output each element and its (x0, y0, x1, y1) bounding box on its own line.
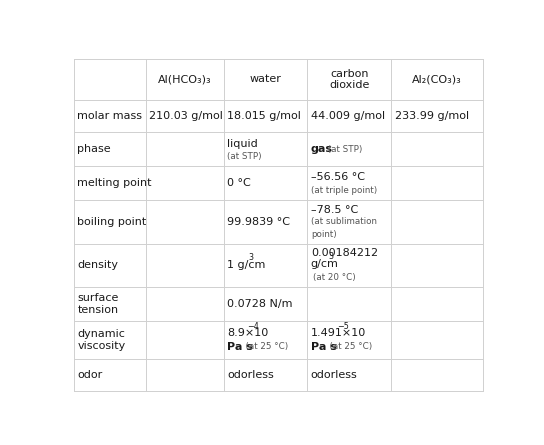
Text: 0.0728 N/m: 0.0728 N/m (227, 299, 293, 309)
Text: surface
tension: surface tension (77, 293, 119, 315)
Text: 1 g/cm: 1 g/cm (227, 260, 265, 270)
Text: dynamic
viscosity: dynamic viscosity (77, 329, 126, 351)
Text: 99.9839 °C: 99.9839 °C (227, 217, 290, 227)
Text: –78.5 °C: –78.5 °C (311, 205, 358, 215)
Text: molar mass: molar mass (77, 111, 143, 121)
Text: 233.99 g/mol: 233.99 g/mol (394, 111, 469, 121)
Text: phase: phase (77, 144, 111, 154)
Text: boiling point: boiling point (77, 217, 146, 227)
Text: (at STP): (at STP) (227, 152, 262, 162)
Text: odor: odor (77, 370, 102, 380)
Text: −4: −4 (247, 321, 259, 331)
Text: 0 °C: 0 °C (227, 178, 251, 188)
Text: Pa s: Pa s (311, 342, 337, 352)
Text: gas: gas (311, 144, 333, 154)
Text: Al₂(CO₃)₃: Al₂(CO₃)₃ (412, 74, 462, 85)
Text: 18.015 g/mol: 18.015 g/mol (227, 111, 301, 121)
Text: −5: −5 (337, 321, 349, 331)
Text: density: density (77, 260, 118, 270)
Text: point): point) (311, 230, 337, 239)
Text: 0.00184212: 0.00184212 (311, 248, 378, 258)
Text: 210.03 g/mol: 210.03 g/mol (149, 111, 223, 121)
Text: (at 25 °C): (at 25 °C) (324, 342, 373, 351)
Text: –56.56 °C: –56.56 °C (311, 172, 365, 182)
Text: 8.9×10: 8.9×10 (227, 328, 268, 338)
Text: Pa s: Pa s (227, 342, 253, 352)
Text: 1.491×10: 1.491×10 (311, 328, 366, 338)
Text: melting point: melting point (77, 178, 152, 188)
Text: 3: 3 (329, 252, 333, 261)
Text: (at 25 °C): (at 25 °C) (240, 342, 289, 351)
Text: water: water (250, 74, 281, 85)
Text: 3: 3 (249, 253, 254, 262)
Text: odorless: odorless (311, 370, 357, 380)
Text: (at sublimation: (at sublimation (311, 218, 377, 227)
Text: 44.009 g/mol: 44.009 g/mol (311, 111, 385, 121)
Text: (at STP): (at STP) (325, 145, 362, 154)
Text: (at 20 °C): (at 20 °C) (313, 273, 356, 282)
Text: Al(HCO₃)₃: Al(HCO₃)₃ (158, 74, 212, 85)
Text: g/cm: g/cm (311, 259, 339, 270)
Text: liquid: liquid (227, 139, 258, 149)
Text: odorless: odorless (227, 370, 274, 380)
Text: carbon
dioxide: carbon dioxide (329, 69, 369, 90)
Text: (at triple point): (at triple point) (311, 186, 377, 195)
